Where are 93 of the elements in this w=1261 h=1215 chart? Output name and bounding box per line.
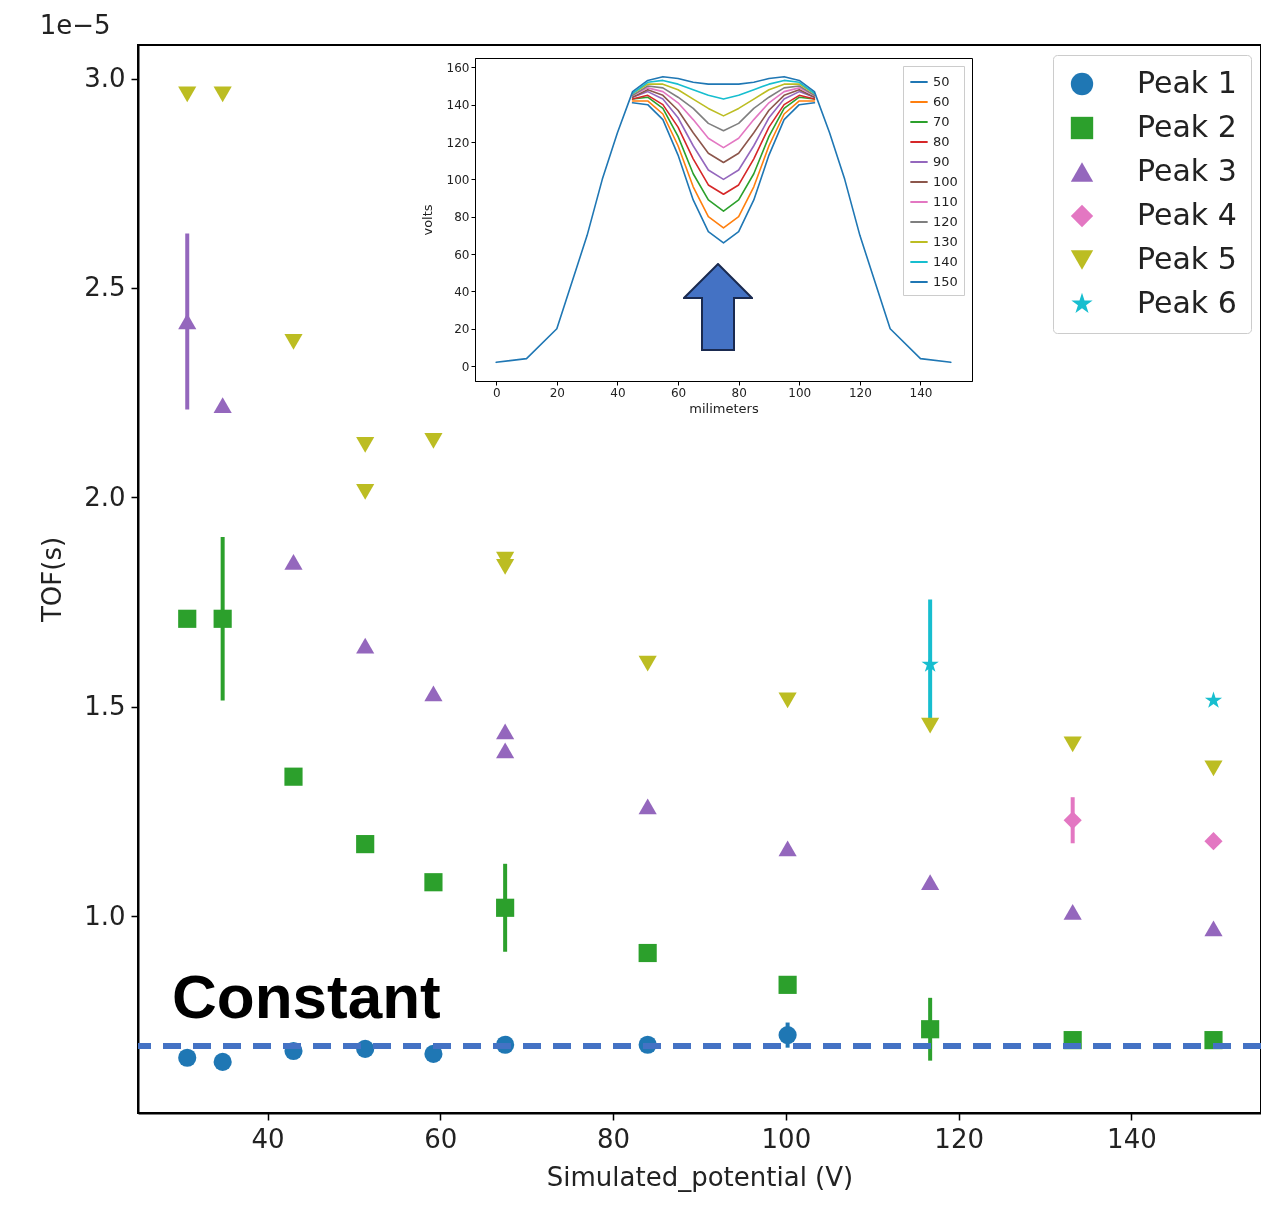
x-tick-label: 100 (788, 385, 812, 400)
legend-label: 60 (933, 94, 950, 109)
ref-line-label: Constant (172, 961, 441, 1031)
point (638, 943, 657, 963)
legend-label: 50 (933, 74, 950, 89)
x-tick-label: 120 (848, 385, 872, 400)
y-tick-label: 80 (454, 210, 470, 225)
legend-label: Peak 4 (1137, 197, 1237, 232)
point (638, 798, 657, 815)
y-axis-title: volts (419, 204, 435, 236)
legend-label: Peak 1 (1137, 65, 1237, 100)
legend-label: 70 (933, 114, 950, 129)
x-tick-label: 80 (597, 1123, 631, 1154)
point (424, 685, 443, 702)
point (496, 723, 515, 740)
x-tick-label: 20 (549, 385, 565, 400)
point (284, 767, 303, 786)
point (356, 637, 375, 654)
line-series (631, 85, 816, 132)
point (356, 835, 375, 854)
y-tick-label: 160 (446, 60, 470, 75)
point (356, 437, 375, 453)
y-tick-label: 40 (454, 284, 470, 299)
line-series (631, 96, 816, 212)
point (213, 86, 232, 103)
point (496, 742, 515, 759)
point (1063, 811, 1082, 830)
point (496, 898, 515, 917)
y-tick-label: 60 (454, 247, 470, 262)
point (424, 432, 443, 449)
point (424, 873, 443, 892)
point (1204, 832, 1223, 851)
y-axis-title: TOF(s) (37, 536, 68, 624)
x-axis-title: milimeters (689, 400, 759, 416)
point (778, 1026, 797, 1045)
x-tick-label: 80 (731, 385, 747, 400)
y-tick-label: 2.0 (84, 481, 126, 512)
line-series (631, 79, 816, 100)
x-axis-title: Simulated_potential (V) (546, 1161, 854, 1192)
y-tick-label: 140 (446, 98, 470, 113)
point (921, 717, 940, 734)
legend-label: 140 (933, 254, 958, 269)
legend-label: 130 (933, 234, 958, 249)
point (213, 1052, 232, 1071)
point (778, 692, 797, 709)
point (921, 874, 940, 891)
point (356, 484, 375, 500)
point (213, 397, 232, 414)
legend-label: 100 (933, 174, 958, 189)
legend-label: 110 (933, 194, 958, 209)
y-tick-label: 2.5 (84, 272, 126, 303)
point (178, 86, 197, 103)
y-tick-label: 20 (454, 322, 470, 337)
point (1204, 920, 1223, 937)
legend-label: 90 (933, 154, 950, 169)
x-tick-label: 0 (492, 385, 501, 400)
x-tick-label: 60 (670, 385, 687, 400)
y-tick-label: 100 (446, 172, 470, 187)
point (1063, 736, 1082, 753)
line-series (631, 88, 816, 164)
y-tick-label: 0 (461, 359, 470, 374)
x-tick-label: 140 (909, 385, 933, 400)
point (284, 334, 303, 350)
x-tick-label: 120 (934, 1123, 984, 1154)
legend-label: Peak 3 (1137, 153, 1237, 188)
y-tick-label: 1.0 (84, 900, 126, 931)
x-tick-label: 100 (761, 1123, 812, 1154)
legend-label: 80 (933, 134, 950, 149)
y-tick-label: 3.0 (84, 63, 126, 94)
point (1204, 760, 1223, 777)
x-tick-label: 140 (1107, 1123, 1157, 1154)
point (638, 655, 657, 672)
point (921, 1020, 940, 1039)
text: 1e−5 (39, 10, 111, 40)
legend-label: 150 (933, 274, 958, 289)
point (1204, 691, 1223, 708)
x-tick-label: 40 (610, 385, 626, 400)
point (778, 975, 797, 994)
x-tick-label: 40 (251, 1123, 285, 1154)
point (213, 609, 232, 628)
y-tick-label: 120 (446, 135, 470, 150)
legend-label: Peak 2 (1137, 109, 1237, 144)
point (178, 1048, 197, 1067)
line-series (631, 94, 816, 196)
legend-label: 120 (933, 214, 958, 229)
point (778, 840, 797, 857)
y-tick-label: 1.5 (84, 691, 126, 722)
legend-label: Peak 6 (1137, 285, 1237, 320)
point (1063, 904, 1082, 920)
point (284, 553, 303, 570)
point (178, 609, 197, 628)
point (496, 558, 515, 575)
legend-label: Peak 5 (1137, 241, 1237, 276)
